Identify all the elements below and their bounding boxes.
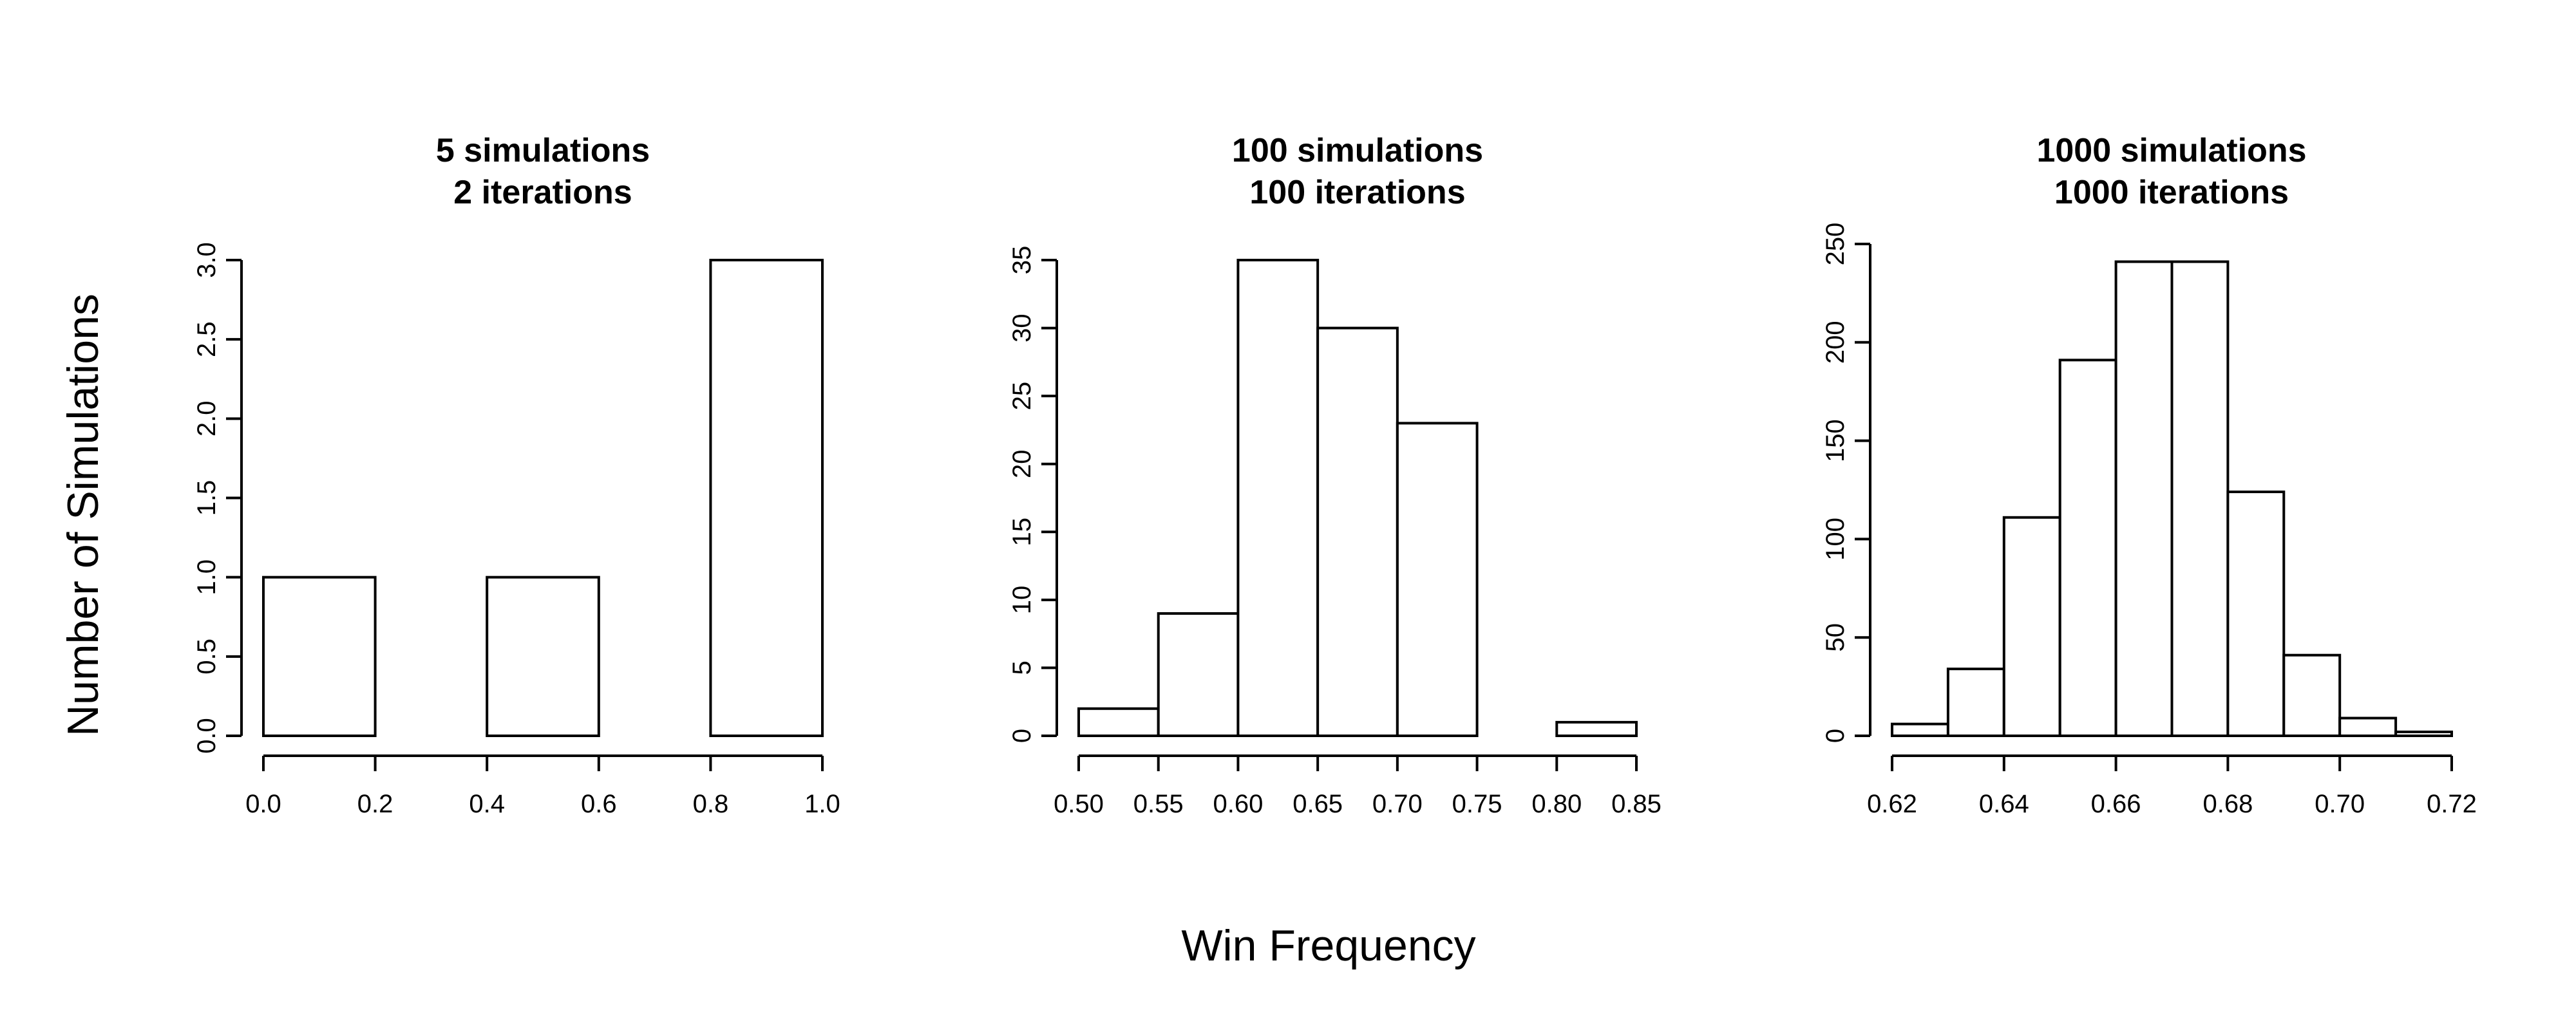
- y-tick-label: 15: [1008, 518, 1036, 547]
- histogram-bar: [1946, 668, 2005, 737]
- y-tick-label: 10: [1008, 586, 1036, 615]
- y-tick-label: 30: [1008, 314, 1036, 342]
- x-tick-label: 0.65: [1293, 790, 1343, 818]
- x-tick-label: 0.66: [2091, 790, 2141, 818]
- y-tick-label: 0: [1821, 729, 1850, 743]
- histogram-bar: [262, 576, 377, 738]
- x-tick-label: 0.70: [1372, 790, 1423, 818]
- chart-title-line2: 2 iterations: [453, 174, 632, 211]
- x-tick-label: 0.62: [1867, 790, 1917, 818]
- x-tick-label: 0.8: [693, 790, 729, 818]
- y-tick-label: 200: [1821, 321, 1850, 364]
- figure-x-axis-label: Win Frequency: [1181, 921, 1475, 970]
- x-tick-label: 0.2: [357, 790, 393, 818]
- y-tick-label: 2.5: [193, 321, 221, 357]
- histogram-bar: [1157, 612, 1240, 737]
- histogram-bar: [1891, 722, 1949, 737]
- histogram-bar: [2170, 260, 2230, 737]
- y-tick-label: 2.0: [193, 401, 221, 437]
- y-tick-label: 5: [1008, 660, 1036, 675]
- histogram-bar: [709, 259, 824, 737]
- histogram-bar: [1316, 326, 1399, 738]
- x-tick-label: 0.50: [1054, 790, 1104, 818]
- histogram-bar: [2114, 260, 2174, 737]
- figure-y-axis-label: Number of Simulations: [59, 294, 108, 736]
- x-tick-label: 0.75: [1452, 790, 1502, 818]
- y-tick-label: 3.0: [193, 242, 221, 278]
- histogram-bar: [2226, 491, 2286, 738]
- y-tick-label: 0: [1008, 729, 1036, 743]
- histogram-bar: [1236, 259, 1320, 737]
- histogram-panels: 5 simulations 2 iterations 0.0 0.2 0.4 0.6 0.8…: [193, 132, 2477, 818]
- y-tick-label: 0.5: [193, 639, 221, 675]
- y-tick-label: 1.5: [193, 480, 221, 516]
- x-tick-label: 0.85: [1611, 790, 1662, 818]
- chart-title-line2: 100 iterations: [1249, 174, 1465, 211]
- histogram-bar: [2394, 730, 2454, 737]
- y-tick-label: 150: [1821, 419, 1850, 462]
- x-tick-label: 0.80: [1531, 790, 1582, 818]
- histogram-bar: [1077, 707, 1160, 738]
- chart-title-line1: 5 simulations: [436, 132, 650, 169]
- histogram-panel: 100 simulations 100 iterations 0.50 0.55 0.6…: [1008, 132, 1662, 818]
- y-tick-label: 35: [1008, 246, 1036, 275]
- y-tick-label: 20: [1008, 449, 1036, 478]
- x-tick-label: 0.0: [245, 790, 281, 818]
- chart-title-line2: 1000 iterations: [2054, 174, 2289, 211]
- histogram-bar: [486, 576, 600, 738]
- y-tick-label: 50: [1821, 623, 1850, 652]
- histogram-bar: [1396, 422, 1479, 737]
- chart-title-line1: 100 simulations: [1232, 132, 1483, 169]
- x-tick-label: 0.4: [469, 790, 505, 818]
- x-tick-label: 0.70: [2315, 790, 2365, 818]
- histogram-bar: [1555, 720, 1638, 738]
- x-tick-label: 0.72: [2427, 790, 2477, 818]
- histogram-bar: [2002, 516, 2061, 737]
- histogram-bar: [2338, 716, 2398, 737]
- histogram-panel: 1000 simulations 1000 iterations 0.62 0.64 0…: [1821, 132, 2477, 818]
- y-tick-label: 1.0: [193, 559, 221, 595]
- y-tick-label: 25: [1008, 382, 1036, 411]
- x-tick-label: 0.68: [2202, 790, 2253, 818]
- x-tick-label: 1.0: [804, 790, 840, 818]
- y-tick-label: 0.0: [193, 718, 221, 754]
- x-tick-label: 0.64: [1979, 790, 2029, 818]
- x-tick-label: 0.6: [581, 790, 617, 818]
- x-tick-label: 0.55: [1133, 790, 1184, 818]
- histogram-bar: [2058, 359, 2117, 737]
- chart-title-line1: 1000 simulations: [2036, 132, 2306, 169]
- y-tick-label: 250: [1821, 223, 1850, 266]
- x-tick-label: 0.60: [1213, 790, 1263, 818]
- histogram-bar: [2282, 653, 2342, 737]
- histogram-panel: 5 simulations 2 iterations 0.0 0.2 0.4 0.6 0.8…: [193, 132, 840, 818]
- y-tick-label: 100: [1821, 518, 1850, 561]
